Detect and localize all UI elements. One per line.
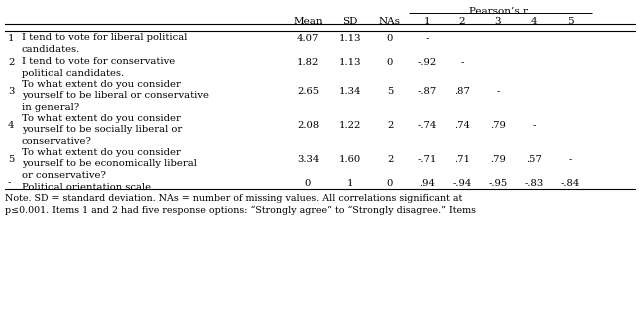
Text: .87: .87 (454, 87, 470, 96)
Text: 4: 4 (531, 17, 538, 26)
Text: 0: 0 (387, 34, 393, 43)
Text: 3: 3 (8, 87, 14, 96)
Text: 1.60: 1.60 (339, 155, 361, 164)
Text: -: - (568, 155, 572, 164)
Text: 0: 0 (387, 58, 393, 67)
Text: yourself to be socially liberal or: yourself to be socially liberal or (22, 126, 182, 134)
Text: .74: .74 (454, 121, 470, 130)
Text: 0: 0 (305, 179, 311, 188)
Text: 1.34: 1.34 (339, 87, 361, 96)
Text: .94: .94 (419, 179, 435, 188)
Text: conservative?: conservative? (22, 137, 92, 146)
Text: 5: 5 (566, 17, 573, 26)
Text: To what extent do you consider: To what extent do you consider (22, 114, 181, 123)
Text: -: - (496, 87, 500, 96)
Text: I tend to vote for liberal political: I tend to vote for liberal political (22, 33, 188, 42)
Text: -.84: -.84 (560, 179, 580, 188)
Text: To what extent do you consider: To what extent do you consider (22, 148, 181, 157)
Text: 1.13: 1.13 (339, 34, 361, 43)
Text: in general?: in general? (22, 103, 79, 112)
Text: -.92: -.92 (417, 58, 436, 67)
Text: -.94: -.94 (452, 179, 472, 188)
Text: 2: 2 (459, 17, 465, 26)
Text: 3: 3 (495, 17, 501, 26)
Text: -: - (426, 34, 429, 43)
Text: or conservative?: or conservative? (22, 171, 106, 180)
Text: p≤0.001. Items 1 and 2 had five response options: “Strongly agree” to “Strongly : p≤0.001. Items 1 and 2 had five response… (5, 206, 476, 215)
Text: To what extent do you consider: To what extent do you consider (22, 80, 181, 89)
Text: 2: 2 (387, 121, 393, 130)
Text: yourself to be liberal or conservative: yourself to be liberal or conservative (22, 91, 209, 100)
Text: 1.82: 1.82 (297, 58, 319, 67)
Text: .71: .71 (454, 155, 470, 164)
Text: .79: .79 (490, 155, 506, 164)
Text: 2.08: 2.08 (297, 121, 319, 130)
Text: .57: .57 (526, 155, 542, 164)
Text: -: - (8, 179, 12, 188)
Text: Political orientation scale: Political orientation scale (22, 183, 151, 192)
Text: 4.07: 4.07 (297, 34, 319, 43)
Text: 1: 1 (8, 34, 15, 43)
Text: yourself to be economically liberal: yourself to be economically liberal (22, 159, 197, 169)
Text: -.74: -.74 (417, 121, 436, 130)
Text: I tend to vote for conservative: I tend to vote for conservative (22, 57, 175, 66)
Text: candidates.: candidates. (22, 45, 80, 54)
Text: -: - (532, 121, 536, 130)
Text: 1: 1 (347, 179, 353, 188)
Text: -.83: -.83 (524, 179, 543, 188)
Text: 1.13: 1.13 (339, 58, 361, 67)
Text: 1.22: 1.22 (339, 121, 361, 130)
Text: -.71: -.71 (417, 155, 436, 164)
Text: 5: 5 (8, 155, 14, 164)
Text: 4: 4 (8, 121, 15, 130)
Text: Note. SD = standard deviation. NAs = number of missing values. All correlations : Note. SD = standard deviation. NAs = num… (5, 194, 462, 203)
Text: 2: 2 (387, 155, 393, 164)
Text: -.95: -.95 (488, 179, 508, 188)
Text: SD: SD (342, 17, 358, 26)
Text: -.87: -.87 (417, 87, 436, 96)
Text: .79: .79 (490, 121, 506, 130)
Text: 2.65: 2.65 (297, 87, 319, 96)
Text: 1: 1 (424, 17, 430, 26)
Text: 5: 5 (387, 87, 393, 96)
Text: Pearson’s r: Pearson’s r (469, 7, 528, 16)
Text: political candidates.: political candidates. (22, 68, 124, 77)
Text: -: - (460, 58, 464, 67)
Text: 0: 0 (387, 179, 393, 188)
Text: Mean: Mean (293, 17, 323, 26)
Text: 3.34: 3.34 (297, 155, 319, 164)
Text: NAs: NAs (379, 17, 401, 26)
Text: 2: 2 (8, 58, 14, 67)
